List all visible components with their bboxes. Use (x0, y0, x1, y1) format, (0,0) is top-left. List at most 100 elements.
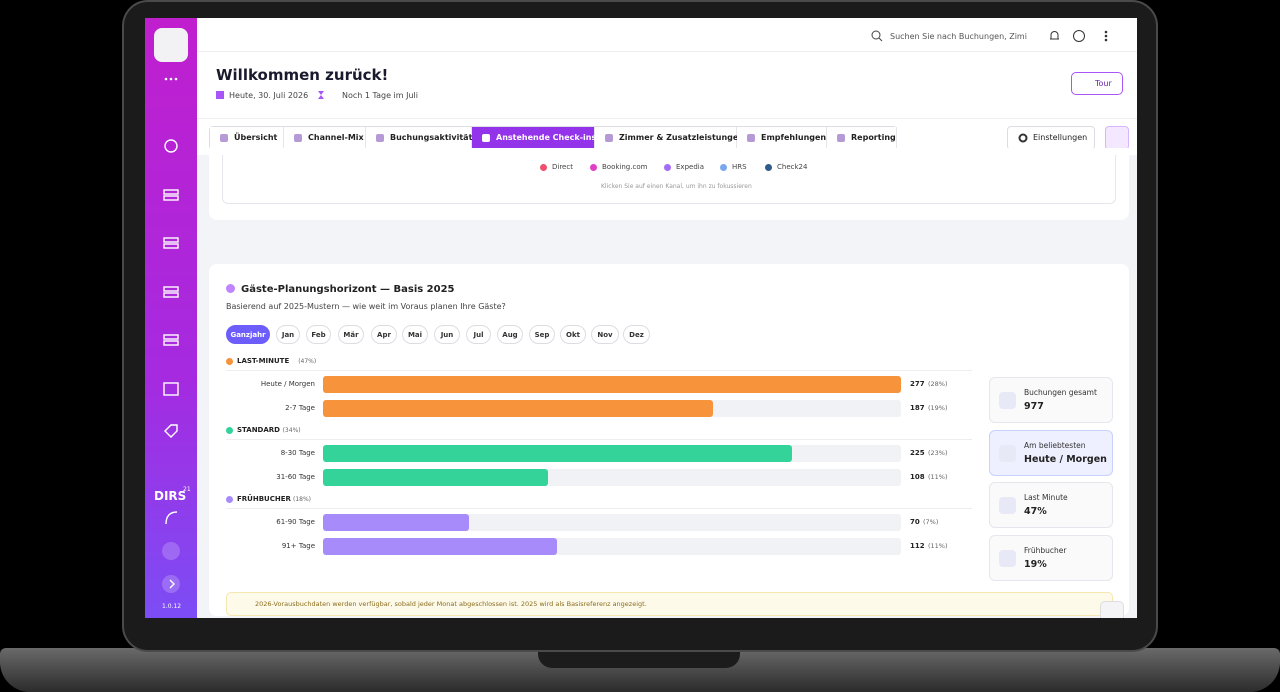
magic-button[interactable] (1105, 126, 1129, 150)
row-value: 70 (910, 518, 920, 526)
page-title: Willkommen zurück! (216, 66, 389, 84)
stat-label: Buchungen gesamt (1024, 388, 1097, 397)
month-pill[interactable]: Ganzjahr (226, 325, 270, 344)
month-pill[interactable]: Jun (434, 325, 460, 344)
stat-card: Last Minute 47% (989, 482, 1113, 528)
bar (323, 445, 793, 462)
legend-dot[interactable] (765, 164, 772, 171)
group-divider (226, 370, 972, 371)
tab-icon (294, 134, 302, 142)
row-pct: (11%) (928, 542, 948, 550)
group-pct: (18%) (293, 496, 312, 503)
tab[interactable]: Anstehende Check-ins (472, 127, 597, 149)
legend-dot[interactable] (664, 164, 671, 171)
card-title: Gäste-Planungshorizont — Basis 2025 (241, 284, 455, 295)
stat-label: Am beliebtesten (1024, 440, 1086, 450)
tab-icon (482, 134, 490, 142)
stat-card: Buchungen gesamt 977 (989, 377, 1113, 423)
group-divider (226, 508, 972, 509)
stat-value: 47% (1024, 506, 1047, 517)
row-label: Heute / Morgen (260, 380, 315, 388)
screen: DIRS 21 1.0.12 Suchen Sie nach Buchungen… (145, 18, 1137, 618)
month-pill[interactable]: Mai (402, 325, 428, 344)
month-pill[interactable]: Aug (497, 325, 523, 344)
month-pill[interactable]: Sep (529, 325, 555, 344)
legend-dot[interactable] (720, 164, 727, 171)
stat-value: 19% (1024, 558, 1047, 570)
tour-button[interactable] (1071, 72, 1123, 95)
stat-card: Am beliebtesten Heute / Morgen (989, 429, 1113, 476)
tab-icon (747, 134, 755, 142)
group-pct: (34%) (282, 427, 301, 434)
row-value: 108 (910, 473, 925, 481)
tab-icon (220, 134, 228, 142)
tab[interactable]: Zimmer & Zusatzleistungen (595, 127, 744, 149)
stat-value: 977 (1024, 401, 1044, 412)
sidebar: DIRS 21 1.0.12 (145, 18, 197, 618)
legend-label[interactable]: Expedia (676, 163, 704, 171)
row-value: 187 (910, 404, 925, 412)
side-icons[interactable] (161, 508, 181, 598)
stat-card: Frühbucher 19% (989, 534, 1113, 581)
settings-button[interactable] (1007, 126, 1095, 150)
top-icons[interactable] (1047, 29, 1117, 43)
group-pct: (47%) (298, 358, 317, 365)
bar (323, 514, 470, 531)
tab[interactable]: Empfehlungen (737, 127, 827, 149)
bar (323, 469, 549, 486)
row-label: 61-90 Tage (276, 518, 315, 526)
tour-label[interactable]: Tour (1095, 79, 1112, 88)
legend-label[interactable]: Check24 (777, 163, 808, 171)
tab[interactable]: Übersicht (210, 127, 284, 149)
legend-label[interactable]: Direct (552, 163, 573, 171)
stat-value: Heute / Morgen (1024, 453, 1107, 465)
row-label: 2-7 Tage (285, 404, 315, 412)
legend-label[interactable]: Booking.com (602, 163, 648, 171)
legend-hint: Klicken Sie auf einen Kanal, um ihn zu f… (601, 183, 752, 190)
bar (323, 538, 557, 555)
month-pill[interactable]: Nov (591, 325, 619, 344)
legend-box: Direct Booking.com Expedia HRS Check24 Klicke… (222, 155, 1116, 204)
title-bar: Willkommen zurück! Heute, 30. Juli 2026 … (197, 52, 1137, 118)
group-divider (226, 439, 972, 440)
month-pill[interactable]: Okt (560, 325, 586, 344)
month-pill[interactable]: Jul (466, 325, 491, 344)
bar (323, 400, 714, 417)
version: 1.0.12 (162, 603, 182, 610)
stat-icon (999, 497, 1016, 514)
nav-icons[interactable] (161, 137, 181, 447)
assistant-button[interactable] (1100, 601, 1124, 618)
tab-label[interactable]: Empfehlungen (761, 133, 827, 142)
settings-label[interactable]: Einstellungen (1033, 133, 1088, 142)
tab[interactable]: Channel-Mix (284, 127, 366, 149)
tab-label[interactable]: Reporting (851, 133, 896, 142)
tab-icon (605, 134, 613, 142)
tab[interactable]: Reporting (827, 127, 897, 149)
legend-label[interactable]: HRS (732, 163, 747, 171)
month-pill[interactable]: Dez (623, 325, 650, 344)
tab-label[interactable]: Übersicht (234, 133, 278, 142)
note-text: 2026-Vorausbuchdaten werden verfügbar, s… (255, 600, 647, 608)
stat-icon (999, 392, 1016, 409)
stat-label: Frühbucher (1024, 545, 1067, 555)
month-pill[interactable]: Mär (338, 325, 364, 344)
tab-label[interactable]: Zimmer & Zusatzleistungen (619, 133, 745, 142)
row-value: 112 (910, 542, 925, 550)
search-icon (871, 30, 883, 42)
group-dot (226, 427, 233, 434)
logo (154, 28, 188, 62)
legend-dot[interactable] (590, 164, 597, 171)
group-dot (226, 358, 233, 365)
tab-label[interactable]: Buchungsaktivität (390, 133, 473, 142)
search-input[interactable]: Suchen Sie nach Buchungen, Zimi (890, 32, 1027, 41)
tab-label[interactable]: Channel-Mix (308, 133, 364, 142)
month-pill[interactable]: Jan (276, 325, 300, 344)
legend-dot[interactable] (540, 164, 547, 171)
note (226, 592, 1113, 616)
tab[interactable]: Buchungsaktivität (366, 127, 472, 149)
month-pill[interactable]: Apr (371, 325, 397, 344)
tab-label[interactable]: Anstehende Check-ins (496, 133, 597, 142)
month-pill[interactable]: Feb (306, 325, 331, 344)
stat-label: Last Minute (1024, 493, 1068, 502)
group-name: LAST-MINUTE (237, 357, 290, 365)
